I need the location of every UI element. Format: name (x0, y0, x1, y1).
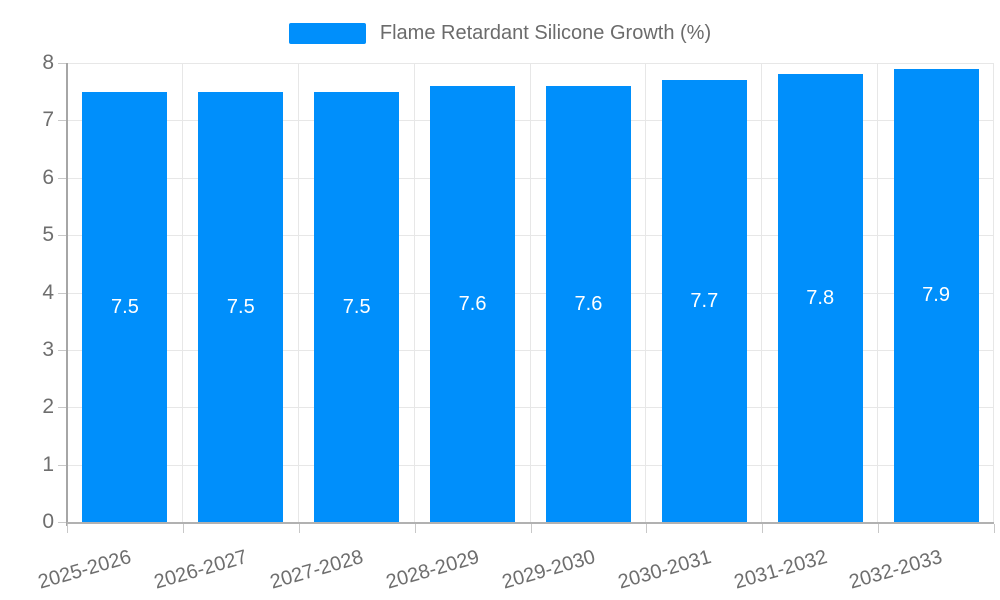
gridline-vertical-5 (645, 63, 647, 522)
bar-value-label: 7.8 (806, 287, 835, 310)
x-axis-label-2027-2028: 2027-2028 (267, 546, 366, 594)
x-axis-tick-1 (182, 524, 184, 533)
x-axis-label-2030-2031: 2030-2031 (615, 546, 714, 594)
y-axis-label-5: 5 (42, 223, 54, 247)
bar-2032-2033[interactable]: 7.9 (893, 68, 979, 522)
x-axis-tick-6 (762, 524, 764, 533)
bar-2026-2027[interactable]: 7.5 (198, 91, 284, 522)
y-axis-label-2: 2 (42, 395, 54, 419)
x-axis-label-2029-2030: 2029-2030 (499, 546, 598, 594)
y-axis-tick-5 (58, 235, 66, 237)
gridline-horizontal-5 (67, 235, 994, 237)
x-axis-tick-8 (994, 524, 995, 533)
y-axis-label-4: 4 (42, 280, 54, 304)
gridline-vertical-1 (181, 63, 183, 522)
x-axis-line (67, 522, 994, 524)
bar-value-label: 7.5 (226, 295, 255, 318)
bar-2031-2032[interactable]: 7.8 (777, 74, 863, 522)
gridline-vertical-7 (877, 63, 879, 522)
bar-value-label: 7.5 (342, 295, 371, 318)
legend[interactable]: Flame Retardant Silicone Growth (%) (0, 20, 1000, 46)
y-axis-tick-3 (58, 349, 66, 351)
x-axis-label-2032-2033: 2032-2033 (847, 546, 946, 594)
gridline-horizontal-6 (67, 177, 994, 179)
bar-2027-2028[interactable]: 7.5 (314, 91, 400, 522)
y-axis-tick-2 (58, 407, 66, 409)
x-axis-label-2028-2029: 2028-2029 (383, 546, 482, 594)
bar-2025-2026[interactable]: 7.5 (82, 91, 168, 522)
bar-value-label: 7.5 (111, 295, 139, 318)
gridline-horizontal-2 (67, 407, 994, 409)
x-axis-label-2031-2032: 2031-2032 (731, 546, 830, 594)
legend-marker[interactable] (288, 22, 366, 44)
y-axis-line (66, 63, 68, 526)
y-axis-label-0: 0 (42, 510, 54, 533)
gridline-horizontal-3 (67, 349, 994, 351)
gridline-vertical-8 (993, 63, 994, 522)
x-axis-tick-7 (878, 524, 880, 533)
x-axis-label-2025-2026: 2025-2026 (35, 546, 135, 594)
bar-2030-2031[interactable]: 7.7 (661, 80, 747, 522)
x-axis-label-2026-2027: 2026-2027 (151, 546, 250, 594)
bar-2029-2030[interactable]: 7.6 (545, 85, 631, 522)
x-axis-tick-5 (646, 524, 648, 533)
gridline-horizontal-4 (67, 292, 994, 294)
x-axis-tick-2 (298, 524, 300, 533)
y-axis-tick-7 (58, 120, 66, 122)
gridline-vertical-2 (297, 63, 299, 522)
y-axis-label-3: 3 (42, 337, 54, 361)
gridline-horizontal-7 (67, 120, 994, 122)
y-axis-tick-4 (58, 292, 66, 294)
x-axis-tick-4 (530, 524, 532, 533)
y-axis-tick-0 (58, 522, 66, 523)
y-axis-label-7: 7 (42, 108, 54, 132)
y-axis-tick-6 (58, 177, 66, 179)
plot-area: 7.5 7.5 7.5 7.6 7.6 7.7 7.8 7.9 (67, 63, 994, 522)
y-axis-label-1: 1 (42, 452, 54, 476)
gridline-vertical-3 (413, 63, 415, 522)
gridline-vertical-6 (761, 63, 763, 522)
y-axis-label-6: 6 (42, 165, 54, 189)
y-axis-tick-8 (58, 63, 66, 64)
gridline-horizontal-1 (67, 464, 994, 466)
legend-label[interactable]: Flame Retardant Silicone Growth (%) (379, 22, 712, 44)
gridline-vertical-4 (529, 63, 531, 522)
gridline-horizontal-8 (67, 63, 994, 64)
y-axis-label-8: 8 (42, 51, 54, 74)
bar-2028-2029[interactable]: 7.6 (430, 85, 516, 522)
bar-value-label: 7.9 (922, 284, 950, 307)
bar-value-label: 7.6 (458, 292, 487, 315)
x-axis-tick-0 (67, 524, 68, 533)
y-axis-tick-1 (58, 464, 66, 466)
x-axis-tick-3 (414, 524, 416, 533)
bar-value-label: 7.6 (574, 292, 603, 315)
bar-value-label: 7.7 (690, 290, 719, 313)
